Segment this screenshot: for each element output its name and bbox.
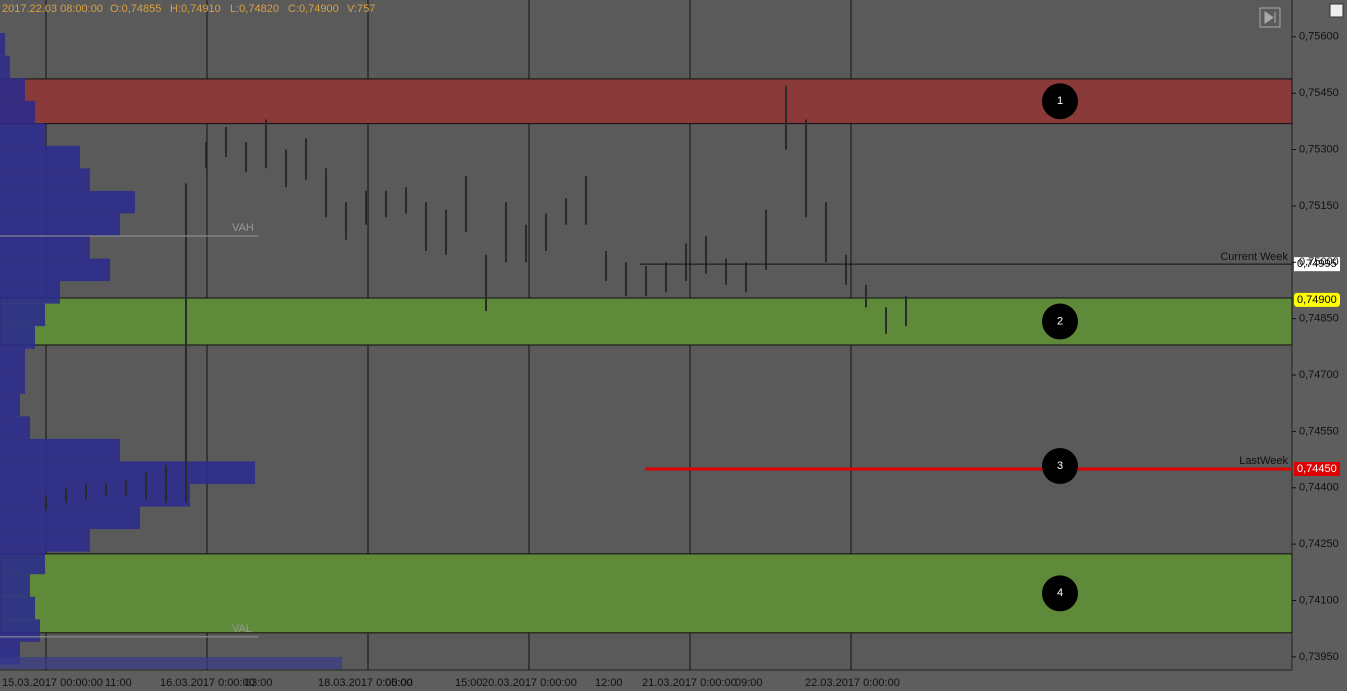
price-label: 0,74550 (1299, 425, 1339, 437)
zone (0, 297, 1293, 346)
profile-bar (0, 145, 80, 169)
zone-marker (1042, 303, 1078, 340)
time-label: 20.03.2017 0:00:00 (482, 677, 577, 689)
profile-bar (0, 506, 140, 530)
time-label: 16.03.2017 0:00:00 (160, 677, 255, 689)
profile-bar (0, 596, 35, 620)
zone (0, 553, 1293, 634)
zone-marker-label: 4 (1057, 587, 1063, 599)
header-date: 2017.22.03 08:00:00 (2, 3, 103, 15)
profile-bar (0, 55, 10, 79)
price-label: 0,74700 (1299, 369, 1339, 381)
header: 2017.22.03 08:00:00 O:0,74855 H:0,74910 … (2, 3, 375, 15)
zone-marker-label: 1 (1057, 95, 1063, 107)
time-axis (0, 670, 1292, 691)
header-low: L:0,74820 (230, 3, 279, 15)
last-week-label: 0,74450 (1297, 463, 1337, 475)
profile-bar (0, 190, 135, 214)
profile-bar (0, 213, 120, 236)
time-label: 15.03.2017 00:00:00 (2, 677, 103, 689)
last-week-marker (1042, 447, 1078, 484)
time-label: 09:00 (735, 677, 763, 689)
time-label: 21.03.2017 0:00:00 (642, 677, 737, 689)
scroll-end-icon (1264, 11, 1276, 24)
time-label: 22.03.2017 0:00:00 (805, 677, 900, 689)
profile-bar (0, 438, 120, 462)
profile-bar (0, 483, 190, 507)
profile-bar (0, 529, 90, 552)
profile-bar (0, 281, 60, 304)
profile-bar (0, 235, 90, 259)
profile-bar (0, 326, 35, 349)
profile-bar (0, 123, 45, 146)
footer-bar (0, 657, 342, 669)
time-label: 15:00 (455, 677, 483, 689)
price-label: 0,73950 (1299, 651, 1339, 663)
current-price-label: 0,74900 (1297, 294, 1337, 306)
price-label: 0,74400 (1299, 482, 1339, 494)
profile-bar (0, 303, 45, 327)
profile-bar (0, 348, 25, 372)
profile-bar (0, 33, 5, 56)
zone-marker (1042, 83, 1078, 120)
time-label: 11:00 (105, 677, 132, 689)
price-label: 0,74100 (1299, 594, 1339, 606)
price-label: 0,75600 (1299, 31, 1339, 43)
profile-bar (0, 416, 30, 439)
current-week-tag (1294, 257, 1340, 272)
price-label: 0,75450 (1299, 87, 1339, 99)
scroll-end-button[interactable] (1259, 7, 1281, 28)
time-label: 12:00 (595, 677, 623, 689)
header-volume: V:757 (347, 3, 375, 15)
vah-label: VAH (232, 222, 254, 234)
price-label: 0,75150 (1299, 200, 1339, 212)
profile-bar (0, 551, 45, 575)
current-price-tag (1294, 292, 1340, 307)
profile-bar (0, 461, 255, 484)
header-close: C:0,74900 (288, 3, 339, 15)
time-label: 18.03.2017 0:00:00 (318, 677, 413, 689)
zone (0, 78, 1293, 125)
price-axis (1292, 0, 1347, 691)
time-label: 05:00 (385, 677, 413, 689)
profile-bar (0, 168, 90, 191)
profile-bar (0, 78, 25, 101)
profile-bar (0, 371, 25, 394)
zone-marker (1042, 575, 1078, 612)
price-label: 0,74250 (1299, 538, 1339, 550)
header-high: H:0,74910 (170, 3, 221, 15)
last-week-name: LastWeek (1239, 455, 1288, 467)
last-week-marker-label: 3 (1057, 460, 1063, 472)
profile-bar (0, 100, 35, 124)
profile-bar (0, 393, 20, 417)
current-week-name: Current Week (1220, 251, 1288, 263)
last-week-tag (1294, 461, 1340, 476)
profile-bar (0, 574, 30, 597)
header-open: O:0,74855 (110, 3, 161, 15)
zone-marker-label: 2 (1057, 315, 1063, 327)
profile-bar (0, 619, 40, 642)
val-label: VAL (232, 623, 252, 635)
price-label: 0,75300 (1299, 143, 1339, 155)
current-week-label: 0,74995 (1297, 258, 1337, 270)
time-label: 03:00 (245, 677, 273, 689)
price-label: 0,75000 (1299, 256, 1339, 268)
f-button[interactable] (1329, 3, 1344, 18)
price-label: 0,74850 (1299, 313, 1339, 325)
profile-bar (0, 258, 110, 282)
